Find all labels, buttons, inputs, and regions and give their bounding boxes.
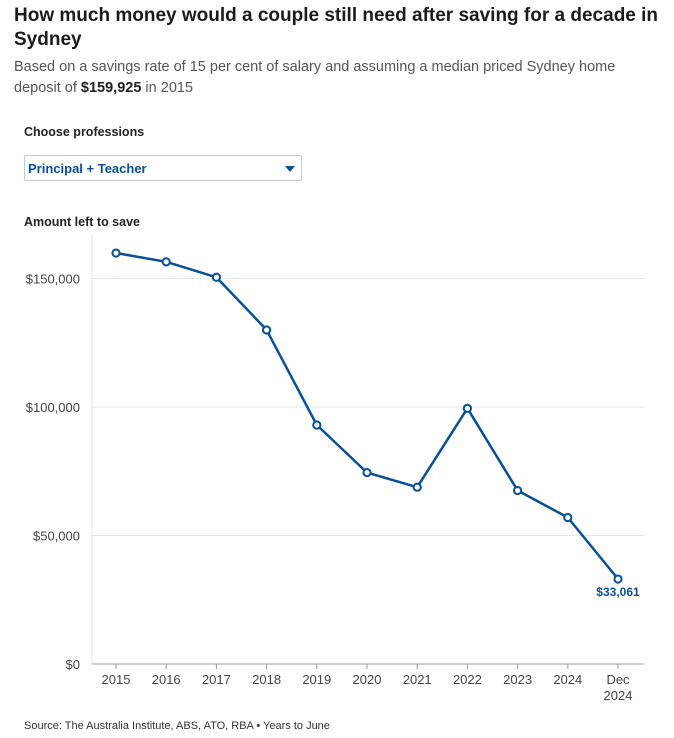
y-tick-label: $150,000 bbox=[26, 272, 80, 287]
x-tick-label: 2023 bbox=[503, 672, 532, 687]
x-tick-label-line: 2021 bbox=[403, 672, 432, 687]
x-tick-label-line: 2023 bbox=[503, 672, 532, 687]
end-value-label: $33,061 bbox=[596, 585, 640, 599]
x-tick-label-line: Dec bbox=[606, 672, 630, 687]
x-tick-label-line: 2024 bbox=[604, 688, 633, 703]
subtitle-year: in 2015 bbox=[141, 80, 194, 96]
x-tick-label-line: 2019 bbox=[302, 672, 331, 687]
y-axis-ticks: $0 $50,000 $100,000 $150,000 bbox=[26, 272, 80, 672]
x-tick-label-line: 2016 bbox=[152, 672, 181, 687]
y-tick-label: $0 bbox=[66, 657, 80, 672]
x-tick-label: 2017 bbox=[202, 672, 231, 687]
chevron-down-icon[interactable] bbox=[285, 166, 295, 172]
x-tick-label: 2015 bbox=[102, 672, 131, 687]
profession-select[interactable]: Principal + Teacher bbox=[24, 155, 302, 181]
x-axis: 2015 2016 2017 2018 2019 2020 2021 2022 2023 2024… bbox=[91, 234, 644, 703]
data-point bbox=[513, 485, 523, 496]
data-labels: $33,061 bbox=[596, 585, 640, 599]
x-tick-label-line: 2022 bbox=[453, 672, 482, 687]
chart-subtitle: Based on a savings rate of 15 per cent o… bbox=[14, 57, 664, 99]
x-tick-label-line: 2020 bbox=[353, 672, 382, 687]
x-tick-label: 2024 bbox=[553, 672, 582, 687]
y-tick-label: $100,000 bbox=[26, 400, 80, 415]
x-tick-label: 2020 bbox=[353, 672, 382, 687]
x-tick-label-line: 2018 bbox=[252, 672, 281, 687]
subtitle-text: Based on a savings rate of 15 per cent o… bbox=[14, 59, 616, 96]
x-tick-label: Dec 2024 bbox=[604, 672, 633, 703]
data-point bbox=[563, 512, 573, 523]
data-point bbox=[262, 325, 272, 335]
data-point bbox=[613, 574, 623, 584]
series bbox=[111, 248, 623, 584]
x-tick-label: 2019 bbox=[302, 672, 331, 687]
y-axis-label: Amount left to save bbox=[24, 215, 140, 229]
source-note: Source: The Australia Institute, ABS, AT… bbox=[24, 720, 330, 732]
gridlines bbox=[92, 278, 644, 537]
chart-title: How much money would a couple still need… bbox=[14, 5, 659, 50]
x-tick-label-line: 2015 bbox=[102, 672, 131, 687]
data-point bbox=[362, 467, 372, 478]
x-tick-label: 2021 bbox=[403, 672, 432, 687]
x-tick-label: 2016 bbox=[152, 672, 181, 687]
x-tick-label-line: 2024 bbox=[553, 672, 582, 687]
data-point bbox=[161, 257, 171, 267]
data-point bbox=[462, 403, 472, 413]
y-tick-label: $50,000 bbox=[33, 529, 80, 544]
data-point bbox=[412, 482, 422, 492]
profession-select-value: Principal + Teacher bbox=[28, 161, 147, 176]
data-point bbox=[211, 272, 221, 282]
x-tick-label: 2022 bbox=[453, 672, 482, 687]
data-point bbox=[312, 420, 322, 430]
data-point bbox=[111, 248, 121, 258]
x-tick-label: 2018 bbox=[252, 672, 281, 687]
x-tick-label-line: 2017 bbox=[202, 672, 231, 687]
series-line bbox=[115, 251, 619, 580]
subtitle-deposit-value: $159,925 bbox=[80, 80, 142, 96]
profession-select-label: Choose professions bbox=[24, 125, 145, 139]
